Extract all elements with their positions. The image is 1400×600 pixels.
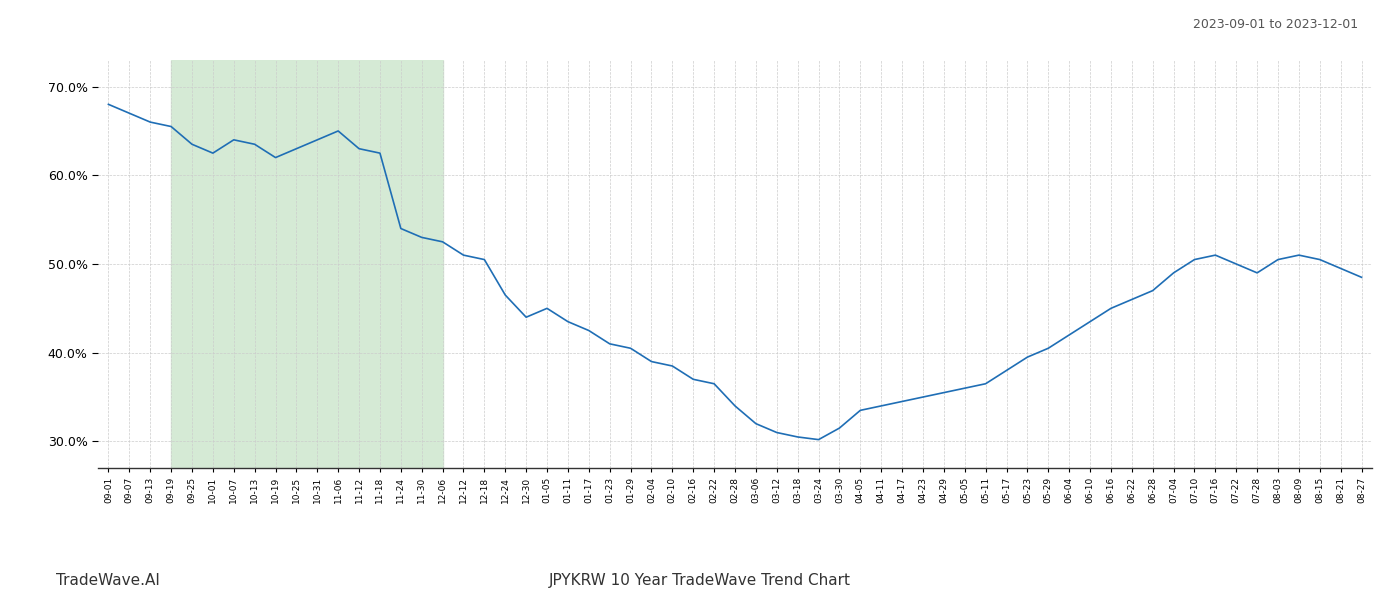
Text: TradeWave.AI: TradeWave.AI [56,573,160,588]
Text: 2023-09-01 to 2023-12-01: 2023-09-01 to 2023-12-01 [1193,18,1358,31]
Text: JPYKRW 10 Year TradeWave Trend Chart: JPYKRW 10 Year TradeWave Trend Chart [549,573,851,588]
Bar [171,60,442,468]
